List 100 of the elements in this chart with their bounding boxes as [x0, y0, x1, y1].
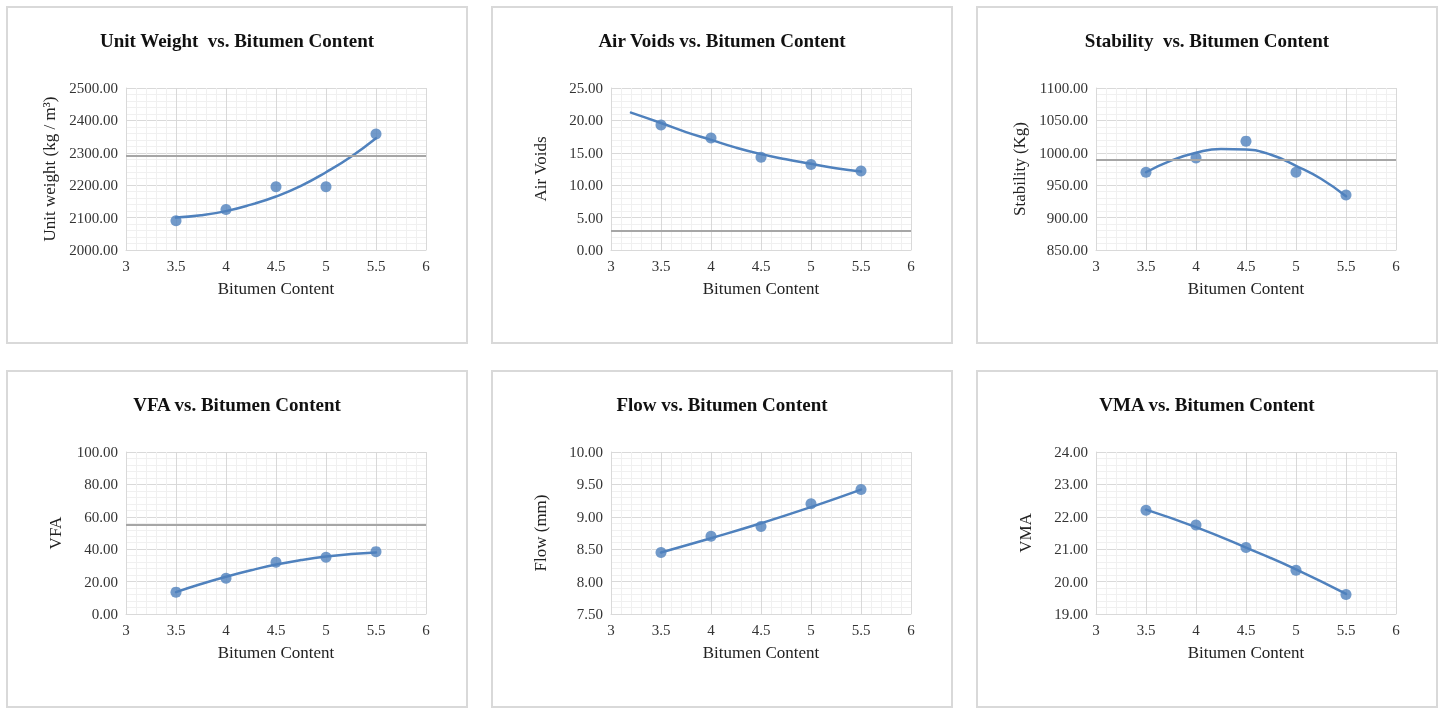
x-tick-label: 6 [907, 257, 916, 274]
x-tick-label: 5 [807, 621, 815, 638]
x-tick-label: 3 [122, 257, 130, 274]
x-tick-label: 5 [1292, 257, 1300, 274]
point [1190, 519, 1202, 531]
y-tick-label: 5.00 [576, 209, 603, 226]
point [370, 546, 382, 558]
y-tick-label: 23.00 [1054, 476, 1088, 493]
y-tick-label: 2200.00 [69, 177, 118, 194]
x-tick-label: 5.5 [1336, 257, 1356, 274]
x-tick-label: 4 [707, 257, 716, 274]
y-tick-label: 9.50 [576, 476, 603, 493]
x-tick-label: 5.5 [366, 257, 386, 274]
point [1340, 589, 1352, 601]
chart-title: VMA vs. Bitumen Content [1099, 394, 1316, 415]
point [220, 204, 232, 215]
point [1240, 135, 1252, 147]
point [655, 546, 667, 558]
y-axis-title: Stability (Kg) [1010, 122, 1030, 216]
point [705, 530, 717, 542]
point [805, 498, 817, 510]
x-axis-title: Bitumen Content [702, 279, 820, 298]
x-tick-label: 6 [422, 257, 431, 274]
x-axis-title: Bitumen Content [1187, 643, 1305, 662]
x-tick-label: 4 [707, 621, 716, 638]
x-tick-label: 4 [1192, 621, 1201, 638]
y-tick-label: 2500.00 [69, 80, 118, 96]
y-tick-label: 9.00 [576, 508, 603, 525]
y-tick-label: 21.00 [1054, 541, 1088, 558]
y-axis-title: VMA [1016, 512, 1035, 553]
y-tick-label: 0.00 [576, 242, 603, 258]
x-axis-title: Bitumen Content [217, 643, 335, 662]
point [655, 119, 667, 131]
y-tick-label: 900.00 [1046, 209, 1088, 226]
x-tick-label: 4 [222, 621, 231, 638]
y-tick-label: 20.00 [569, 112, 603, 129]
x-tick-label: 3.5 [1136, 621, 1156, 638]
x-tick-label: 6 [907, 621, 916, 638]
y-tick-label: 2000.00 [69, 242, 118, 258]
y-tick-label: 10.00 [569, 177, 603, 194]
x-tick-label: 3.5 [651, 257, 671, 274]
x-tick-label: 5 [322, 257, 330, 274]
point [270, 556, 282, 568]
x-tick-label: 5.5 [1336, 621, 1356, 638]
x-tick-label: 6 [1392, 621, 1401, 638]
y-tick-label: 20.00 [1054, 573, 1088, 590]
y-tick-label: 0.00 [91, 606, 118, 622]
x-tick-label: 5.5 [366, 621, 386, 638]
y-tick-label: 1000.00 [1039, 144, 1088, 161]
point [755, 521, 767, 533]
x-tick-label: 4.5 [751, 621, 771, 638]
y-tick-label: 7.50 [576, 606, 603, 622]
x-tick-label: 6 [1392, 257, 1401, 274]
x-tick-label: 4.5 [751, 257, 771, 274]
point [270, 181, 282, 193]
x-axis-title: Bitumen Content [702, 643, 820, 662]
point [220, 572, 232, 584]
point [1140, 504, 1152, 516]
y-tick-label: 8.00 [576, 573, 603, 590]
y-tick-label: 1100.00 [1039, 80, 1088, 96]
y-tick-label: 1050.00 [1039, 112, 1088, 129]
x-tick-label: 5 [322, 621, 330, 638]
y-tick-label: 40.00 [84, 541, 118, 558]
y-tick-label: 100.00 [76, 444, 118, 460]
y-axis-title: Unit weight (kg / m³) [40, 96, 60, 242]
point [1140, 166, 1152, 178]
x-tick-label: 4 [1192, 257, 1201, 274]
y-tick-label: 24.00 [1054, 444, 1088, 460]
y-tick-label: 8.50 [576, 541, 603, 558]
point [755, 151, 767, 163]
point [320, 181, 332, 193]
point [855, 484, 867, 496]
x-axis-title: Bitumen Content [217, 279, 335, 298]
y-tick-label: 25.00 [569, 80, 603, 96]
y-tick-label: 20.00 [84, 573, 118, 590]
x-tick-label: 5.5 [851, 621, 871, 638]
x-tick-label: 4.5 [1236, 257, 1256, 274]
point [705, 132, 717, 144]
point [855, 165, 867, 177]
x-tick-label: 3.5 [651, 621, 671, 638]
x-axis-title: Bitumen Content [1187, 279, 1305, 298]
x-tick-label: 3 [1092, 257, 1100, 274]
x-tick-label: 6 [422, 621, 431, 638]
chart-title: Stability vs. Bitumen Content [1084, 30, 1330, 51]
y-tick-label: 850.00 [1046, 242, 1088, 258]
y-tick-label: 15.00 [569, 144, 603, 161]
point [1340, 189, 1352, 201]
y-tick-label: 80.00 [84, 476, 118, 493]
x-tick-label: 3 [607, 257, 615, 274]
point [170, 586, 182, 598]
x-tick-label: 3.5 [1136, 257, 1156, 274]
point [320, 551, 332, 563]
y-tick-label: 950.00 [1046, 177, 1088, 194]
x-tick-label: 3 [122, 621, 130, 638]
x-tick-label: 4 [222, 257, 231, 274]
x-tick-label: 5 [1292, 621, 1300, 638]
y-axis-title: Air Voids [531, 136, 550, 202]
x-tick-label: 4.5 [266, 257, 286, 274]
y-tick-label: 60.00 [84, 508, 118, 525]
x-tick-label: 4.5 [1236, 621, 1256, 638]
